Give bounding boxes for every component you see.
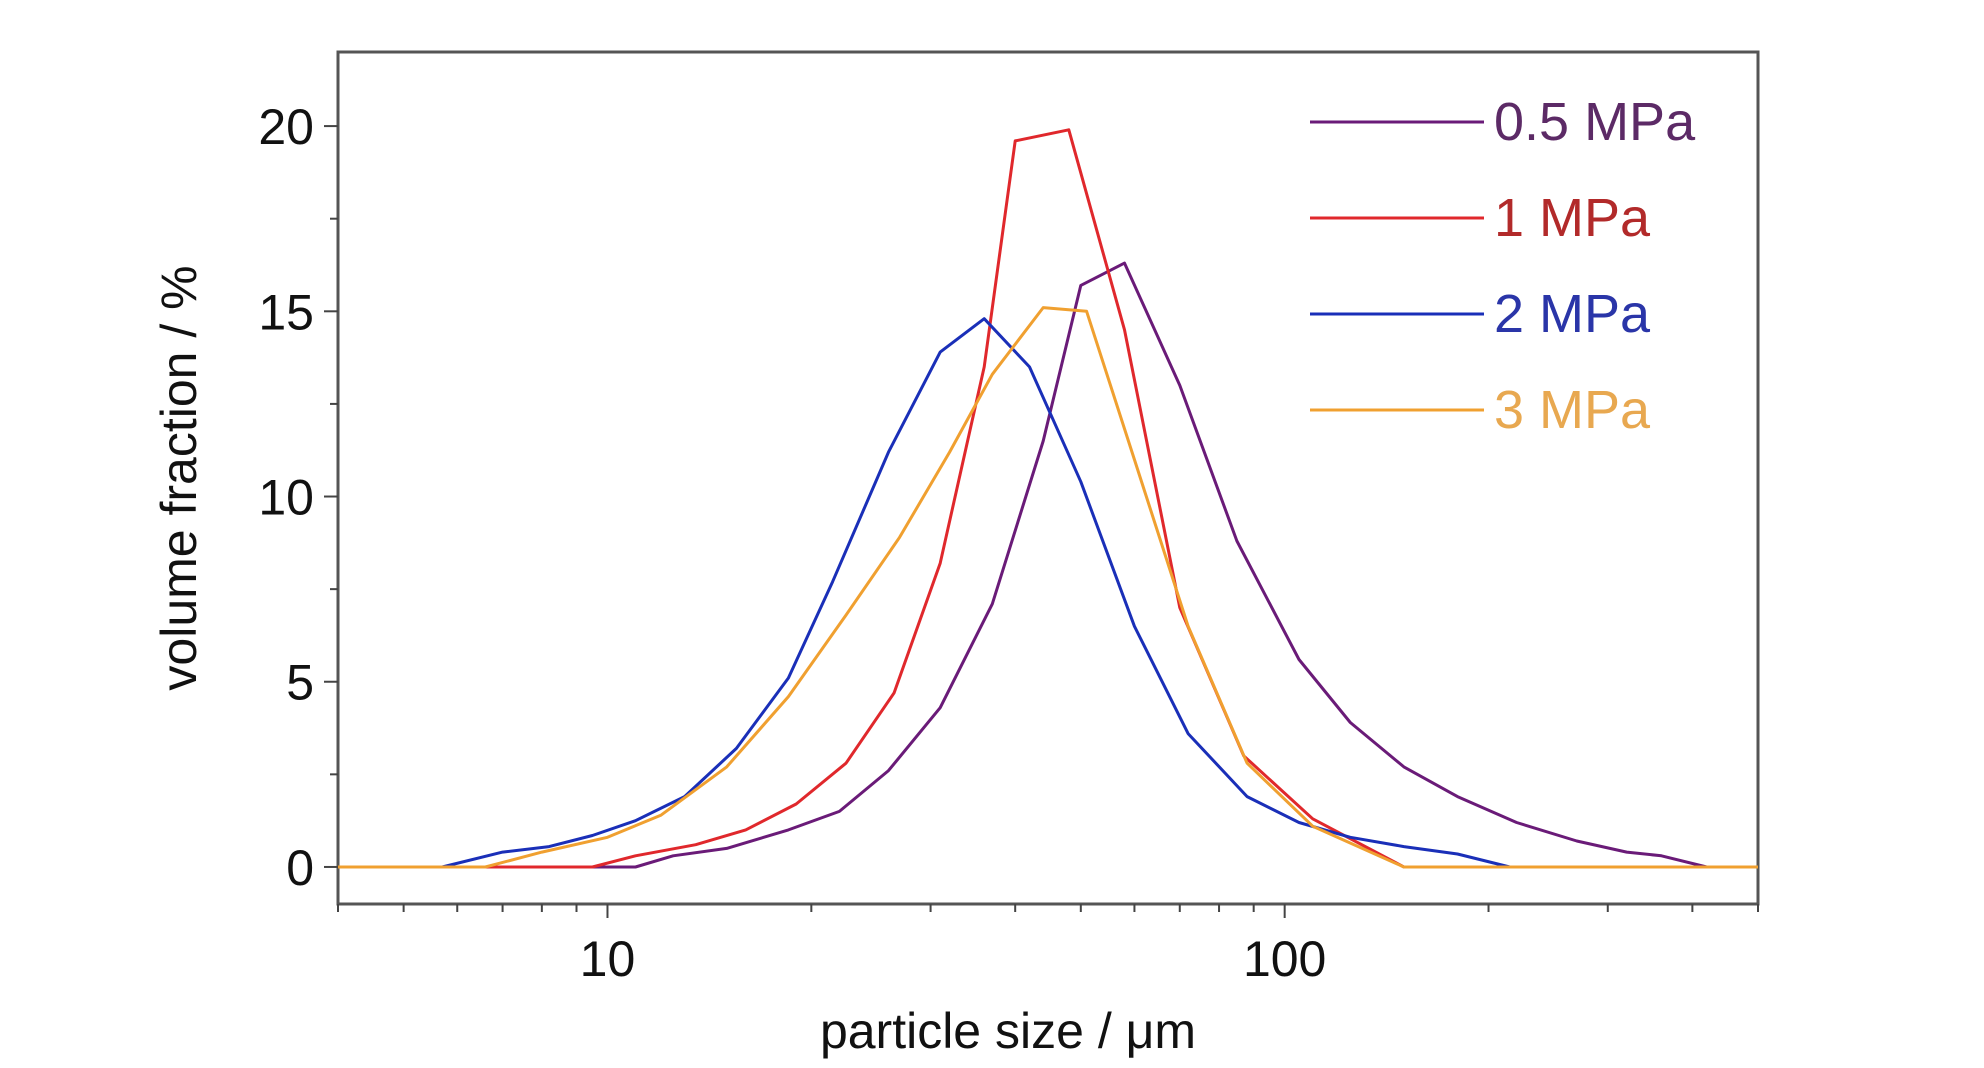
y-tick-label: 15 (258, 284, 314, 340)
x-axis-label: particle size / μm (820, 1003, 1196, 1059)
y-axis: 0 5 10 15 20 (258, 99, 338, 896)
series-line-1-mpa (338, 128, 1758, 869)
x-tick-label: 10 (580, 931, 636, 987)
plot-frame (336, 50, 1760, 906)
y-axis-label: volume fraction / % (151, 265, 207, 690)
legend-entry-label: 2 MPa (1494, 284, 1651, 344)
x-axis: 10 100 (337, 904, 1759, 987)
legend-entry-label: 0.5 MPa (1494, 92, 1696, 152)
legend-entry-label: 3 MPa (1494, 380, 1651, 440)
series-line-3-mpa (338, 306, 1758, 869)
y-tick-label: 10 (258, 470, 314, 526)
series-layer (338, 128, 1758, 869)
legend: 0.5 MPa 1 MPa 2 MPa 3 MPa (1310, 92, 1696, 440)
series-line-0-5-mpa (338, 261, 1758, 869)
y-tick-label: 0 (286, 840, 314, 896)
x-tick-label: 100 (1243, 931, 1326, 987)
y-tick-label: 5 (286, 655, 314, 711)
series-line-2-mpa (338, 317, 1758, 869)
y-tick-label: 20 (258, 99, 314, 155)
legend-entry-label: 1 MPa (1494, 188, 1651, 248)
